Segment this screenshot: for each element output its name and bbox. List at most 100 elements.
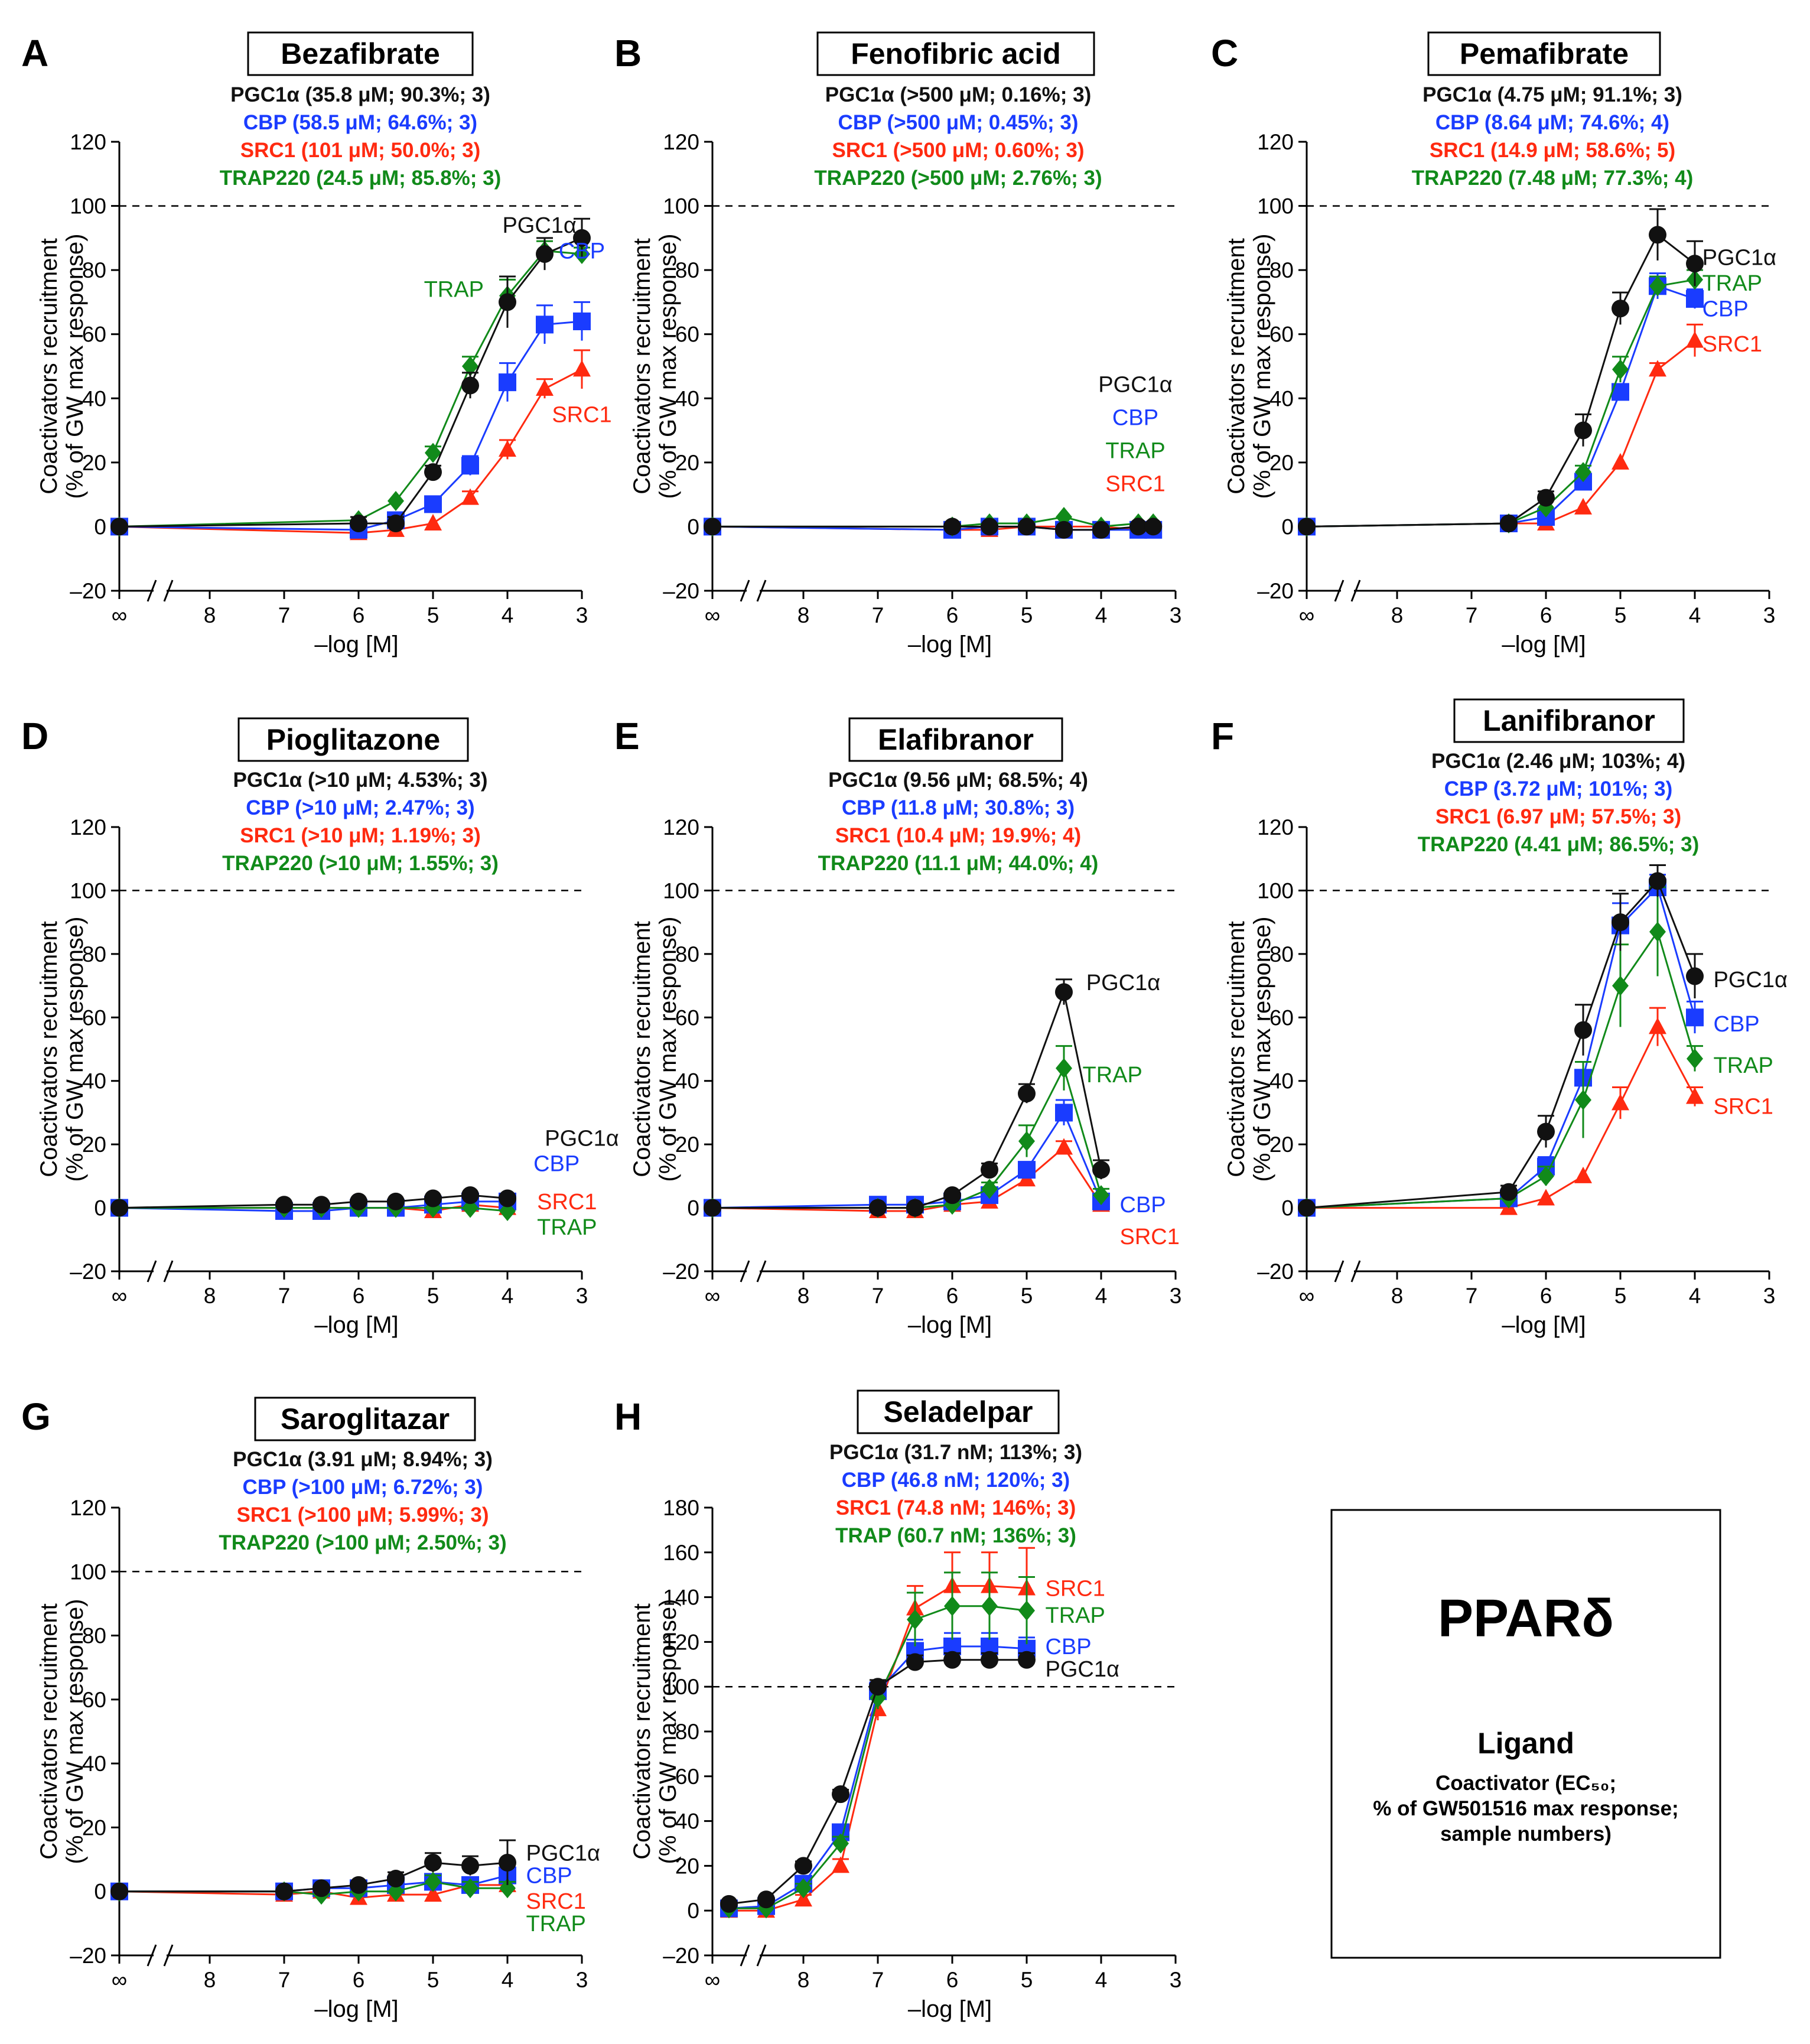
panel-e-label-pgc1a: PGC1α bbox=[1086, 971, 1160, 995]
panel-h-xtick-label-inf: ∞ bbox=[705, 1968, 720, 1992]
panel-a-series-src1-point-5 bbox=[536, 379, 554, 396]
panel-a-series-pgc1a bbox=[110, 217, 591, 536]
panel-letter-d: D bbox=[21, 715, 48, 757]
panel-h-ytick-label-180: 180 bbox=[663, 1496, 699, 1520]
panel-a-xtick-label-7: 7 bbox=[278, 603, 291, 627]
panel-e-xtick-label-3: 3 bbox=[1170, 1284, 1182, 1308]
panel-g-axis-break-1 bbox=[147, 1944, 157, 1967]
panel-e-title-box bbox=[848, 717, 1063, 762]
panel-b-ytick-label-120: 120 bbox=[663, 130, 699, 154]
panel-g-ytick-label-120: 120 bbox=[70, 1496, 106, 1520]
panel-d-stat-src1: SRC1 (>10 μM; 1.19%; 3) bbox=[240, 824, 481, 847]
panel-f-series-pgc1a-point-5 bbox=[1686, 967, 1704, 985]
panel-h-x-axis-title: –log [M] bbox=[908, 1996, 992, 2022]
panel-f-xtick-label-5: 5 bbox=[1614, 1284, 1627, 1308]
panel-b-series-pgc1a-point-5 bbox=[1129, 517, 1147, 536]
panel-h-ytick-label-0: 0 bbox=[687, 1899, 699, 1923]
panel-d-series-pgc1a-point-1 bbox=[312, 1196, 330, 1214]
panel-b-xtick-label-3: 3 bbox=[1170, 603, 1182, 627]
panel-a-plot: –20 0 20 40 60 80 100 120 ∞ 8 7 6 5 4 3 –log [M] Coactiv… bbox=[36, 130, 612, 658]
panel-a-title-box bbox=[247, 31, 474, 76]
panel-e-series-pgc1a-point-0 bbox=[869, 1199, 887, 1217]
panel-a-ytick-label--20: –20 bbox=[70, 579, 106, 603]
panel-e-series-trap-point-5 bbox=[1056, 1058, 1072, 1079]
panel-b-stat-pgc1a: PGC1α (>500 μM; 0.16%; 3) bbox=[825, 83, 1091, 106]
panel-e-series-trap bbox=[704, 1045, 1109, 1218]
panel-e-stat-src1: SRC1 (10.4 μM; 19.9%; 4) bbox=[835, 824, 1081, 847]
panel-c-series-pgc1a bbox=[1298, 208, 1704, 536]
panel-h-series-pgc1a-point-4 bbox=[869, 1678, 887, 1696]
panel-d-ytick-label-100: 100 bbox=[70, 878, 106, 903]
panel-h-series-trap-point-7 bbox=[981, 1596, 998, 1616]
panel-d-xtick-label-8: 8 bbox=[204, 1284, 216, 1308]
panel-g-plot: –20 0 20 40 60 80 100 120 ∞ 8 7 6 5 4 3 –log [M] Coactiv… bbox=[36, 1496, 600, 2022]
panel-g-series-trap-point-6 bbox=[499, 1878, 516, 1899]
panel-f-series-pgc1a-point-3 bbox=[1612, 913, 1629, 932]
panel-f-series-src1-point-5 bbox=[1686, 1087, 1704, 1104]
panel-b-series-trap-line bbox=[712, 516, 1154, 528]
panel-letter-g: G bbox=[21, 1395, 51, 1438]
panel-e-stat-trap220: TRAP220 (11.1 μM; 44.0%; 4) bbox=[818, 852, 1099, 875]
panel-a: A Bezafibrate PGC1α (35.8 μM; 90.3%; 3) … bbox=[21, 31, 612, 658]
panel-f-series-pgc1a-point-1 bbox=[1537, 1122, 1555, 1141]
panel-letter-b: B bbox=[614, 32, 642, 74]
panel-d-ytick-label-20: 20 bbox=[82, 1132, 106, 1157]
panel-letter-e: E bbox=[614, 715, 640, 757]
panel-h-xtick-label-6: 6 bbox=[946, 1968, 959, 1992]
panel-b-stat-cbp: CBP (>500 μM; 0.45%; 3) bbox=[838, 111, 1079, 134]
panel-b-ytick-label--20: –20 bbox=[663, 579, 699, 603]
panel-c-series-cbp-point-5 bbox=[1686, 290, 1704, 308]
panel-g-stat-trap220: TRAP220 (>100 μM; 2.50%; 3) bbox=[219, 1531, 506, 1554]
panel-g-ytick-label-100: 100 bbox=[70, 1560, 106, 1584]
panel-b-plot: –20 0 20 40 60 80 100 120 ∞ 8 7 6 5 4 3 –log [M] Coactiv… bbox=[629, 130, 1181, 658]
panel-h-axis-break-2 bbox=[756, 1944, 767, 1967]
panel-d-label-pgc1a: PGC1α bbox=[545, 1126, 618, 1151]
panel-e-ytick-label-120: 120 bbox=[663, 815, 699, 839]
panel-c-series-trap-point-4 bbox=[1649, 276, 1666, 297]
panel-d-series-pgc1a bbox=[110, 1186, 516, 1217]
panel-b-ytick-label-20: 20 bbox=[675, 451, 699, 475]
panel-d-label-trap: TRAP bbox=[537, 1215, 597, 1240]
panel-a-series-src1-point-6 bbox=[573, 360, 591, 377]
panel-e-ytick-label-80: 80 bbox=[675, 942, 699, 966]
panel-h-series-pgc1a-point-0 bbox=[720, 1895, 738, 1913]
panel-g-x-axis-title: –log [M] bbox=[314, 1996, 398, 2022]
panel-a-series-cbp-line bbox=[119, 320, 582, 531]
panel-d-xtick-label-inf: ∞ bbox=[112, 1284, 127, 1308]
panel-b-series-pgc1a-point-1 bbox=[981, 517, 998, 536]
panel-c-series-trap bbox=[1298, 269, 1703, 537]
panel-h-series-trap bbox=[721, 1571, 1035, 1919]
panel-d-series-pgc1a-point-inf bbox=[110, 1199, 128, 1217]
panel-h-series-trap-point-5 bbox=[907, 1609, 923, 1630]
panel-c-axis-break-1 bbox=[1334, 580, 1345, 602]
panel-d-series-pgc1a-point-2 bbox=[350, 1192, 367, 1210]
panel-e: E Elafibranor PGC1α (9.56 μM; 68.5%; 4) … bbox=[614, 715, 1181, 1338]
panel-c-series-cbp-line bbox=[1306, 285, 1695, 528]
panel-h-stat-trap: TRAP (60.7 nM; 136%; 3) bbox=[835, 1524, 1076, 1547]
panel-h-series-pgc1a-point-3 bbox=[832, 1785, 849, 1804]
panel-b: B Fenofibric acid PGC1α (>500 μM; 0.16%;… bbox=[614, 31, 1181, 658]
panel-a-x-axis-title: –log [M] bbox=[314, 632, 398, 658]
panel-g-label-pgc1a: PGC1α bbox=[526, 1841, 600, 1866]
panel-b-ytick-label-100: 100 bbox=[663, 194, 699, 219]
panel-b-series-pgc1a-point-6 bbox=[1144, 517, 1163, 536]
panel-b-y-axis-title-1: Coactivators recruitment bbox=[629, 238, 655, 494]
panel-letter-h: H bbox=[614, 1395, 642, 1438]
panel-a-series-src1 bbox=[110, 349, 591, 541]
panel-c-ytick-label-20: 20 bbox=[1269, 451, 1294, 475]
panel-e-y-axis-title-2: (% of GW max response) bbox=[655, 916, 681, 1182]
panel-e-series-trap-point-3 bbox=[981, 1179, 998, 1199]
panel-c-series-pgc1a-point-1 bbox=[1537, 489, 1555, 507]
panel-g-series-trap-point-5 bbox=[462, 1878, 478, 1899]
panel-c-title: Pemafibrate bbox=[1460, 37, 1629, 70]
panel-e-series-pgc1a-point-3 bbox=[981, 1161, 998, 1179]
panel-a-series-src1-point-4 bbox=[499, 440, 516, 457]
panel-c-ytick-label-0: 0 bbox=[1281, 515, 1294, 539]
panel-f-series-pgc1a-point-0 bbox=[1500, 1183, 1518, 1201]
panel-c-xtick-label-8: 8 bbox=[1391, 603, 1404, 627]
panel-h-label-pgc1a: PGC1α bbox=[1046, 1657, 1119, 1682]
panel-c-xtick-label-6: 6 bbox=[1540, 603, 1552, 627]
panel-g-series-pgc1a-point-4 bbox=[424, 1853, 442, 1872]
panel-d-plot: –20 0 20 40 60 80 100 120 ∞ 8 7 6 5 4 3 –log [M] Coactiv… bbox=[36, 815, 619, 1338]
